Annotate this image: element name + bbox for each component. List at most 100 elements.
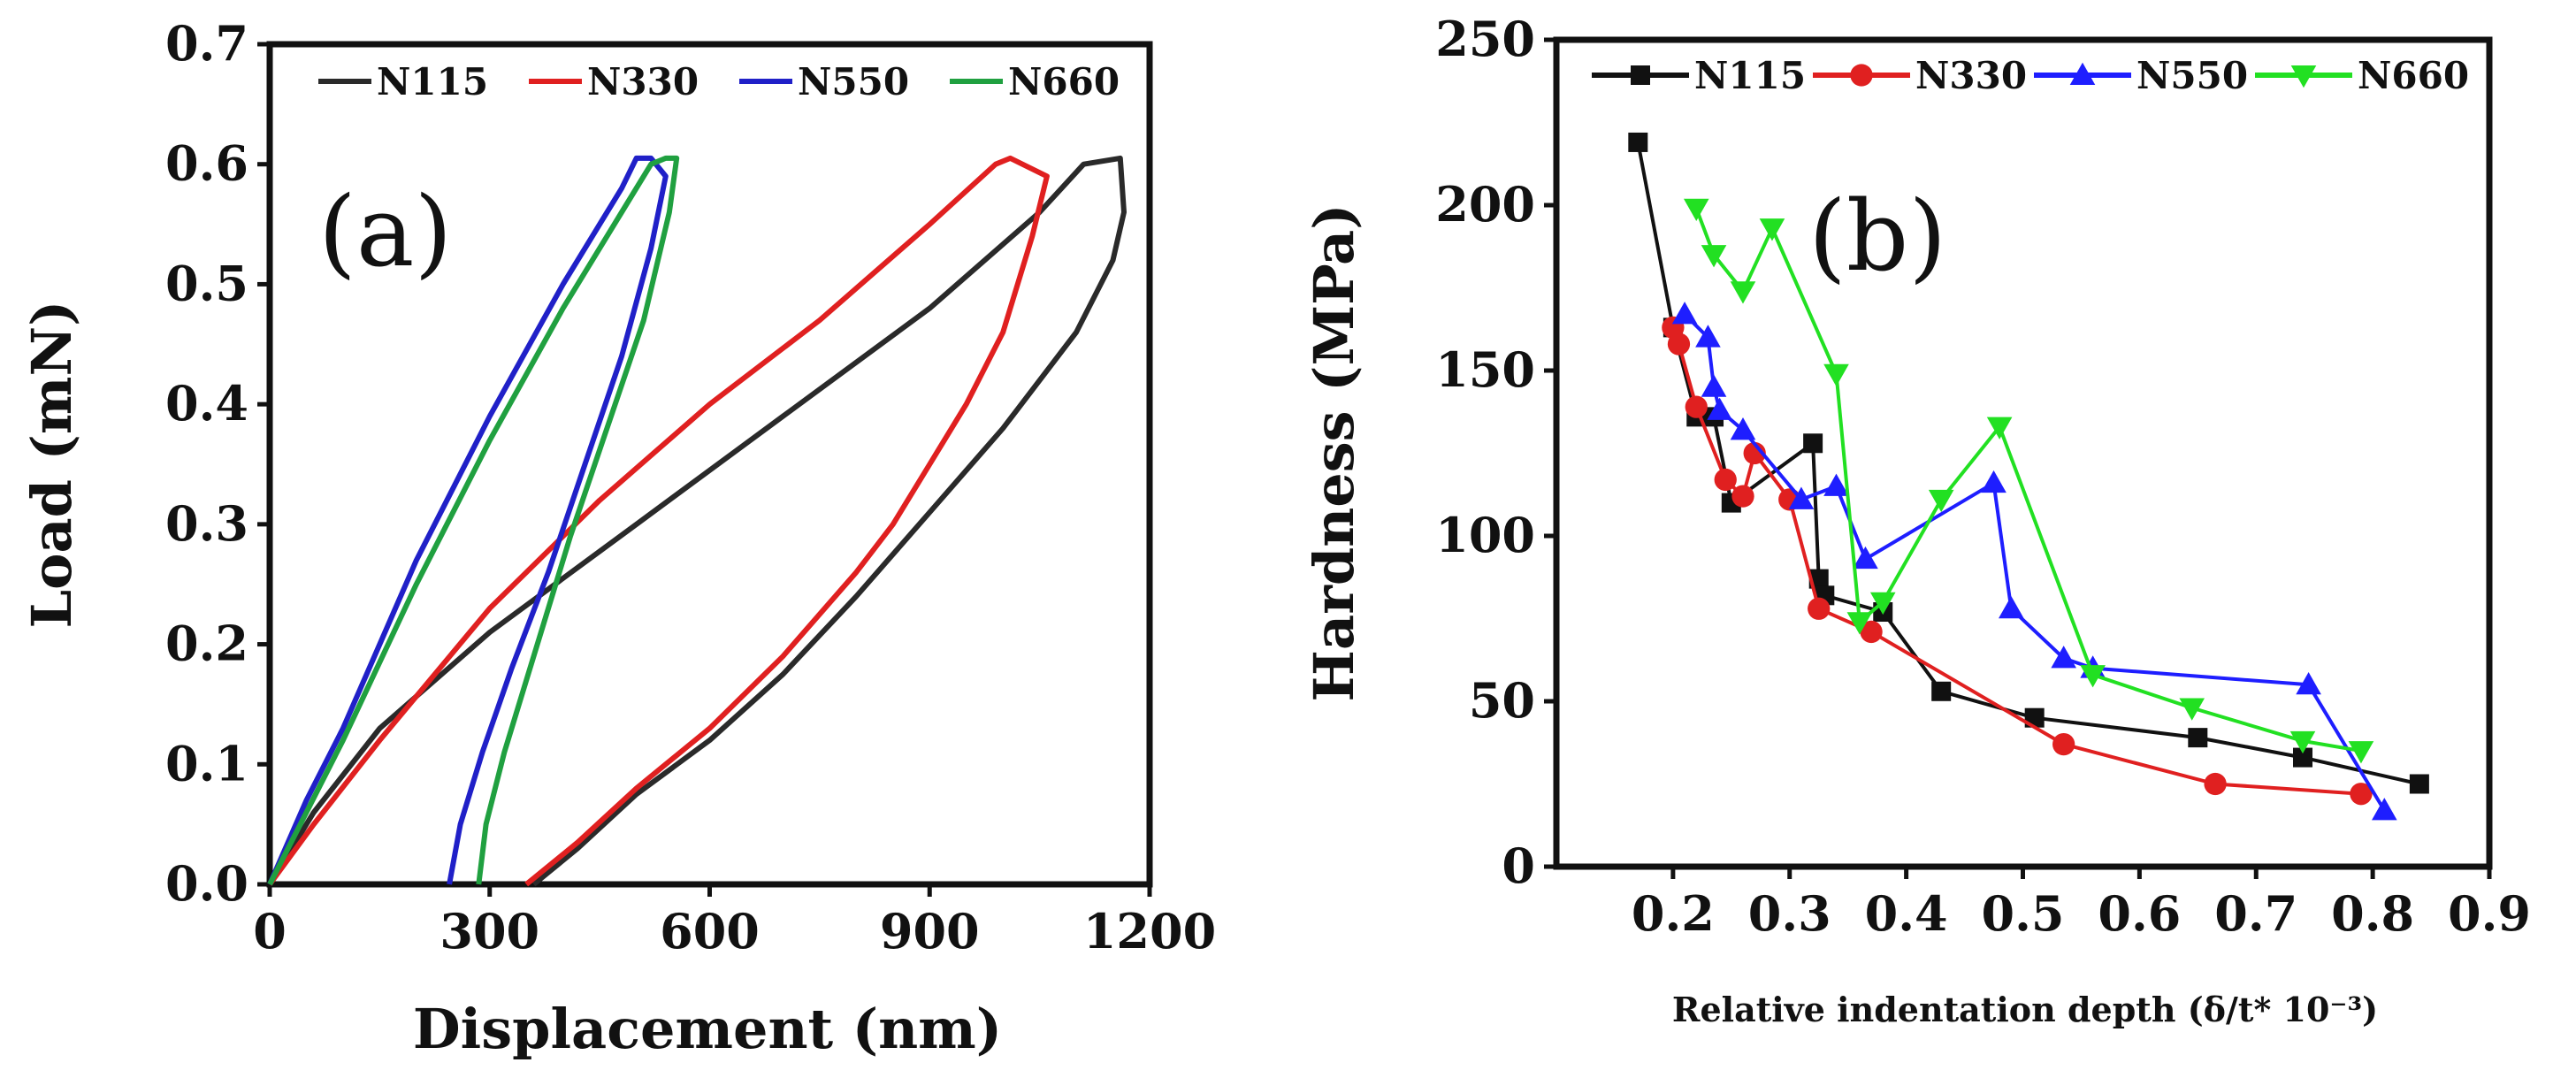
panel-b-y-axis-label: Hardness (MPa) <box>1302 203 1366 701</box>
series-line-n550 <box>267 155 669 886</box>
legend-label-n550: N550 <box>2136 54 2248 97</box>
y-tick-label: 0.0 <box>165 855 248 912</box>
y-tick-label: 0.5 <box>165 255 248 311</box>
data-point-n660 <box>1928 489 1954 513</box>
data-point-n550 <box>1730 417 1756 440</box>
data-point-n115 <box>2409 774 2429 794</box>
data-point-n550 <box>1701 374 1727 397</box>
panel-b-label: (b) <box>1808 180 1946 293</box>
data-point-n330 <box>2350 783 2373 806</box>
data-point-n550 <box>1695 325 1721 348</box>
data-point-n550 <box>2051 646 2076 669</box>
y-tick-label: 50 <box>1469 672 1535 729</box>
legend-marker-n660 <box>2290 65 2317 88</box>
data-point-n660 <box>1701 245 1727 268</box>
data-point-n115 <box>1628 132 1648 152</box>
y-tick-label: 0.6 <box>165 135 248 192</box>
panel-a-x-axis-label: Displacement (nm) <box>413 997 1002 1061</box>
y-tick-label: 0 <box>1502 837 1535 894</box>
data-point-n550 <box>1788 486 1815 509</box>
data-point-n330 <box>1685 395 1708 418</box>
data-point-n550 <box>2296 672 2321 695</box>
legend-label-n660: N660 <box>2358 54 2469 97</box>
data-point-n330 <box>1743 441 1766 465</box>
data-point-n550 <box>1853 546 1878 570</box>
x-tick-label: 0.8 <box>2331 885 2414 942</box>
y-tick-label: 0.7 <box>165 15 248 72</box>
data-point-n660 <box>2348 741 2374 764</box>
data-point-n660 <box>2289 730 2316 754</box>
data-point-n115 <box>1803 433 1823 454</box>
legend-label-n550: N550 <box>798 60 909 103</box>
x-tick-label: 300 <box>440 903 539 959</box>
data-point-n330 <box>1667 333 1691 356</box>
y-tick-label: 0.1 <box>165 735 248 791</box>
y-tick-label: 0.4 <box>165 375 248 432</box>
data-point-n550 <box>1671 302 1698 325</box>
data-point-n330 <box>1714 468 1737 492</box>
y-tick-label: 200 <box>1435 176 1535 233</box>
panel-a-chart: 0 300 600 900 1200 0.0 0.1 0.2 0.3 0.4 0.5 0.6 0.7 N1… <box>19 15 1216 1061</box>
data-point-n550 <box>1707 397 1732 420</box>
y-tick-label: 0.2 <box>165 615 248 672</box>
y-tick-label: 100 <box>1435 507 1535 563</box>
series-line-n330 <box>267 155 1050 887</box>
legend-label-n660: N660 <box>1008 60 1120 103</box>
legend: N115 N330 N550 N660 <box>1592 54 2469 97</box>
x-tick-label: 0 <box>253 903 287 959</box>
data-point-n330 <box>1808 597 1831 620</box>
panel-b-x-axis-label: Relative indentation depth (δ/t* 10⁻³) <box>1672 990 2378 1029</box>
legend-marker-n330 <box>1850 64 1873 87</box>
data-point-n550 <box>1999 595 2024 619</box>
x-tick-label: 900 <box>880 903 980 959</box>
legend-label-n115: N115 <box>377 60 488 103</box>
x-tick-label: 1200 <box>1083 903 1216 959</box>
panel-a-y-axis-label: Load (mN) <box>19 300 84 628</box>
data-point-n660 <box>1823 363 1849 387</box>
series-line-n330 <box>1671 326 2362 796</box>
x-tick-label: 0.3 <box>1748 885 1831 942</box>
panel-a-plot: 0 300 600 900 1200 0.0 0.1 0.2 0.3 0.4 0.5 0.6 0.7 N1… <box>165 15 1216 959</box>
data-point-n115 <box>2293 747 2312 768</box>
series-line-n660 <box>267 155 680 886</box>
data-point-n660 <box>1846 612 1873 635</box>
data-point-n330 <box>1860 620 1883 644</box>
y-tick-label: 0.3 <box>165 495 248 552</box>
legend-marker-n550 <box>2069 62 2096 85</box>
data-point-n660 <box>2080 665 2106 688</box>
panel-a-frame <box>266 41 1153 888</box>
y-tick-label: 150 <box>1435 341 1535 398</box>
x-tick-label: 0.6 <box>2098 885 2181 942</box>
data-point-n550 <box>1981 470 2007 493</box>
data-point-n115 <box>2188 728 2208 748</box>
data-point-n660 <box>2179 698 2205 721</box>
data-point-n330 <box>2204 772 2227 796</box>
data-point-n660 <box>1683 198 1709 222</box>
legend-label-n330: N330 <box>1915 54 2027 97</box>
data-point-n660 <box>1730 281 1756 304</box>
data-point-n550 <box>2372 798 2397 821</box>
y-tick-label: 250 <box>1435 11 1535 67</box>
x-tick-label: 600 <box>660 903 760 959</box>
data-point-n660 <box>1869 592 1896 615</box>
series-line-n660 <box>1694 207 2362 753</box>
panel-a-label: (a) <box>318 175 452 288</box>
legend-label-n115: N115 <box>1694 54 1806 97</box>
legend: N115 N330 N550 N660 <box>318 60 1120 103</box>
x-tick-label: 0.9 <box>2448 885 2531 942</box>
x-tick-label: 0.2 <box>1632 885 1715 942</box>
data-point-n660 <box>1759 218 1785 241</box>
data-point-n330 <box>1731 485 1754 508</box>
panel-b-plot: 0.2 0.3 0.4 0.5 0.6 0.7 0.8 0.9 0 50 100 150 200 250 N… <box>1435 11 2531 942</box>
x-tick-label: 0.4 <box>1865 885 1948 942</box>
series-line-n550 <box>1683 312 2387 812</box>
x-tick-label: 0.5 <box>1982 885 2065 942</box>
data-point-n660 <box>1986 417 2013 440</box>
data-point-n550 <box>1823 473 1849 496</box>
legend-label-n330: N330 <box>587 60 699 103</box>
data-point-n330 <box>2052 732 2075 756</box>
legend-marker-n115 <box>1631 65 1650 85</box>
data-point-n115 <box>1931 681 1952 701</box>
x-tick-label: 0.7 <box>2214 885 2297 942</box>
